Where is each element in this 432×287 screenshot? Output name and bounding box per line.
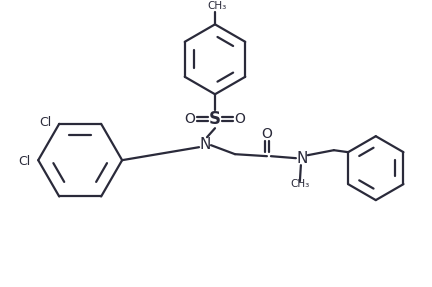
Text: N: N: [296, 151, 308, 166]
Text: O: O: [235, 112, 245, 126]
Text: S: S: [209, 110, 221, 128]
Text: O: O: [261, 127, 272, 141]
Text: Cl: Cl: [18, 155, 30, 168]
Text: N: N: [199, 137, 211, 152]
Text: O: O: [184, 112, 195, 126]
Text: Cl: Cl: [39, 116, 51, 129]
Text: CH₃: CH₃: [207, 1, 227, 11]
Text: CH₃: CH₃: [290, 179, 309, 189]
